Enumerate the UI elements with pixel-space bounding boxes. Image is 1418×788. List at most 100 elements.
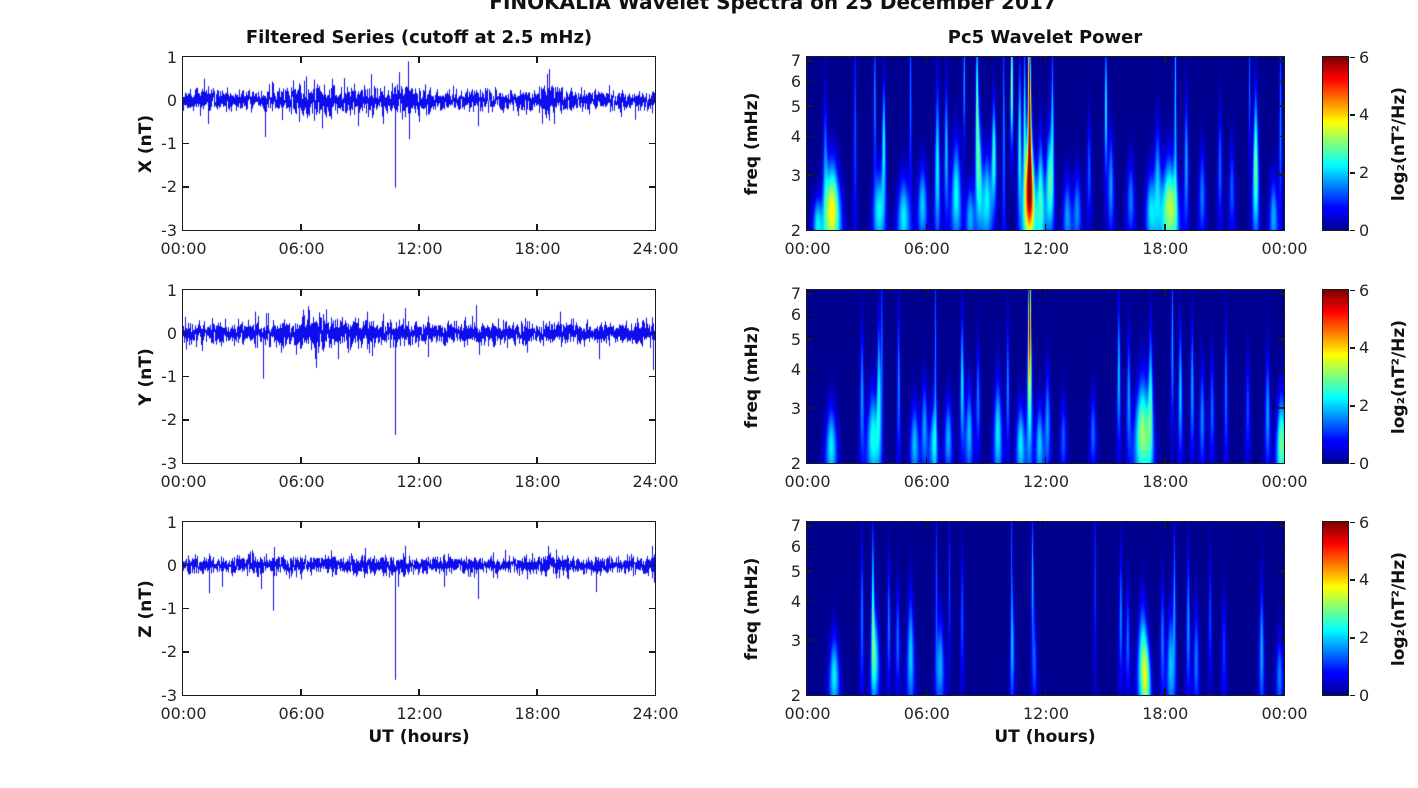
colorbar-tick-label: 4 [1359,105,1370,125]
xlabel-left: UT (hours) [368,727,470,747]
timeseries-canvas-x [183,57,655,230]
colorbar-tick-label: 6 [1359,280,1370,300]
axis-tick [418,457,420,463]
axis-tick [418,522,420,528]
axis-tick [418,689,420,695]
axis-tick [1044,57,1047,63]
y-tick-label: 7 [790,284,801,304]
x-tick-label: 12:00 [1022,704,1070,723]
axis-tick [1278,313,1284,316]
colorbar-canvas-y [1323,290,1348,463]
colorbar-tick-label: 4 [1359,570,1370,590]
axis-tick [183,186,189,188]
x-tick-label: 24:00 [632,472,679,491]
axis-tick [300,290,302,296]
y-tick-label: 5 [790,329,801,349]
axis-tick [418,290,420,296]
axis-tick [300,689,302,695]
x-tick-label: 00:00 [1261,472,1308,491]
axis-tick [925,57,927,63]
axis-tick [1044,522,1047,528]
x-tick-label: 00:00 [1261,704,1308,723]
x-tick-label: 06:00 [278,239,325,258]
axis-tick [925,457,927,463]
colorbar-tick-label: 2 [1359,627,1370,647]
y-tick-label: 2 [790,453,801,473]
y-tick-label: 1 [166,512,177,532]
x-tick-label: 18:00 [514,472,561,491]
colorbar-tick [1350,56,1355,59]
x-tick-label: 00:00 [784,704,831,723]
axis-tick [1044,290,1047,296]
x-tick-label: 18:00 [1142,704,1189,723]
axis-tick [1164,522,1166,528]
axis-tick [807,545,813,548]
y-tick-label: -3 [161,453,177,473]
axis-tick [649,419,655,421]
axis-tick [1278,407,1284,409]
axis-tick [807,600,813,603]
spectrogram-canvas-x [807,57,1284,230]
x-tick-label: 12:00 [1022,239,1070,258]
x-tick-label: 24:00 [632,239,679,258]
axis-tick [807,368,813,371]
x-tick-label: 00:00 [160,472,207,491]
colorbar-z [1322,521,1349,696]
y-tick-label: 2 [790,685,801,705]
axis-tick [649,607,655,610]
x-tick-label: 18:00 [514,239,561,258]
axis-tick [1164,57,1166,63]
timeseries-panel-x [182,56,656,231]
axis-tick [418,224,420,230]
axis-tick [1164,290,1166,296]
colorbar-label-3: log₂(nT²/Hz) [1389,551,1409,667]
colorbar-tick [1350,172,1355,174]
axis-tick [807,525,813,527]
x-tick-label: 06:00 [903,239,950,258]
colorbar-tick-label: 0 [1359,453,1370,473]
axis-tick [183,564,189,566]
colorbar-canvas-x [1323,57,1348,230]
colorbar-tick [1350,289,1355,292]
axis-tick [183,651,189,653]
y-tick-label: -2 [161,177,177,197]
y-tick-label: 0 [166,90,177,110]
y-tick-label: 0 [166,555,177,575]
y-tick-label: 4 [790,591,801,611]
y-tick-label: -2 [161,410,177,430]
axis-tick [1164,457,1166,463]
x-tick-label: 06:00 [903,704,950,723]
spectrogram-canvas-z [807,522,1284,695]
x-tick-label: 00:00 [784,239,831,258]
y-tick-label: 6 [790,537,801,557]
axis-tick [183,419,189,421]
axis-tick [807,80,813,83]
axis-tick [807,293,813,295]
x-tick-label: 12:00 [396,472,443,491]
axis-tick [536,522,538,528]
axis-tick [183,99,189,101]
axis-tick [807,570,813,572]
colorbar-label-2: log₂(nT²/Hz) [1389,319,1409,435]
spectrogram-panel-x [806,56,1285,231]
x-tick-label: 12:00 [396,239,443,258]
left-column-title: Filtered Series (cutoff at 2.5 mHz) [245,27,593,48]
axis-tick [536,290,538,296]
colorbar-tick-label: 6 [1359,47,1370,67]
axis-tick [418,57,420,63]
colorbar-tick [1350,347,1355,349]
y-tick-label: 0 [166,323,177,343]
y-tick-label: 4 [790,359,801,379]
colorbar-tick-label: 6 [1359,512,1370,532]
axis-tick [1278,174,1284,176]
axis-tick [807,338,813,340]
x-tick-label: 12:00 [1022,472,1070,491]
axis-tick [1278,545,1284,548]
axis-tick [183,607,189,610]
colorbar-tick-label: 0 [1359,685,1370,705]
axis-tick [300,224,302,230]
axis-tick [536,57,538,63]
axis-tick [536,689,538,695]
y-tick-label: 5 [790,561,801,581]
axis-tick [649,142,655,145]
